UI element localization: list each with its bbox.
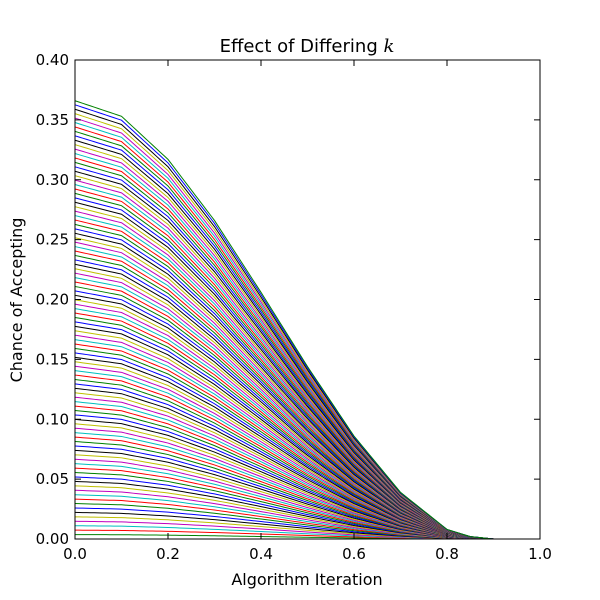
- x-tick-label: 1.0: [528, 545, 552, 563]
- y-tick-label: 0.40: [36, 51, 69, 69]
- chart-title: Effect of Differing k: [220, 36, 395, 57]
- y-tick-label: 0.30: [36, 171, 69, 189]
- y-tick-label: 0.00: [36, 530, 69, 548]
- y-axis-label: Chance of Accepting: [7, 218, 26, 383]
- series-line: [74, 100, 540, 540]
- y-axis-ticks: 0.00 0.05 0.10 0.15 0.20 0.25 0.30 0.35 0.40: [36, 51, 540, 548]
- x-tick-label: 0.6: [342, 545, 366, 563]
- x-axis-ticks: 0.0 0.2 0.4 0.6 0.8 1.0: [63, 60, 552, 563]
- y-tick-label: 0.20: [36, 291, 69, 309]
- x-tick-label: 0.4: [249, 545, 273, 563]
- x-tick-label: 0.2: [156, 545, 180, 563]
- x-tick-label: 0.8: [435, 545, 459, 563]
- y-tick-label: 0.35: [36, 111, 69, 129]
- plot-area: [74, 59, 541, 540]
- y-tick-label: 0.05: [36, 470, 69, 488]
- y-tick-label: 0.15: [36, 350, 69, 368]
- y-tick-label: 0.10: [36, 410, 69, 428]
- x-tick-label: 0.0: [63, 545, 87, 563]
- y-tick-label: 0.25: [36, 231, 69, 249]
- chart-title-symbol: k: [383, 36, 394, 57]
- x-axis-label: Algorithm Iteration: [231, 570, 382, 589]
- series-lines: [74, 100, 540, 540]
- chart-title-text: Effect of Differing: [220, 36, 378, 57]
